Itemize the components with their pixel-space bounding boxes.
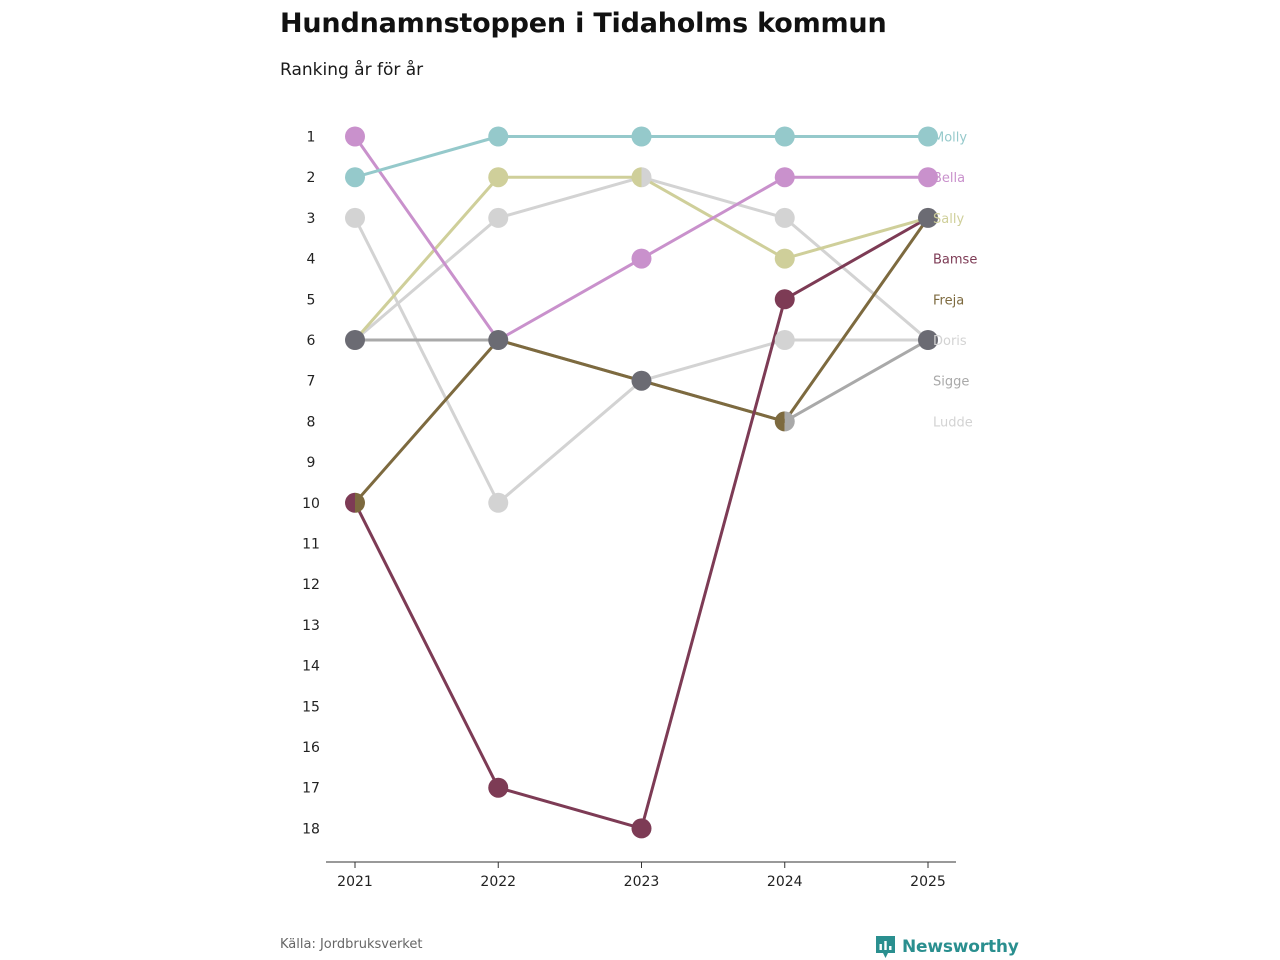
- y-tick-label: 5: [307, 292, 316, 308]
- y-tick-label: 14: [302, 659, 320, 675]
- data-point-bamse: [488, 777, 509, 798]
- data-point-bamse: [345, 492, 355, 513]
- newsworthy-logo-icon: [876, 936, 895, 958]
- y-tick-label: 11: [302, 537, 320, 553]
- x-tick-label: 2021: [337, 874, 373, 890]
- y-tick-label: 8: [307, 414, 316, 430]
- data-point-ludde-sigge-freja: [631, 370, 652, 391]
- y-tick-label: 9: [307, 455, 316, 471]
- data-point-molly: [918, 126, 938, 147]
- data-point-sigge-freja-bella: [488, 330, 509, 350]
- data-point-ludde: [774, 330, 795, 350]
- end-label-doris: Doris: [933, 334, 967, 349]
- data-point-bella: [774, 167, 795, 188]
- brand-name: Newsworthy: [902, 937, 1019, 957]
- data-point-freja: [355, 492, 365, 513]
- data-point-ludde: [488, 492, 509, 513]
- end-labels: Molly Bella Sally Bamse Freja Doris Sigge Ludde: [933, 131, 977, 431]
- end-label-ludde: Ludde: [933, 415, 973, 430]
- data-point-freja-bamse-sally: [918, 207, 938, 228]
- data-point-sally: [774, 248, 795, 269]
- end-label-molly: Molly: [933, 131, 967, 146]
- y-tick-label: 13: [302, 618, 320, 634]
- y-tick-label: 1: [307, 130, 316, 146]
- series-line-bella: [353, 135, 930, 342]
- data-point-freja: [774, 411, 785, 432]
- chart-subtitle: Ranking år för år: [280, 60, 424, 80]
- y-tick-label: 4: [307, 252, 316, 268]
- x-axis: 2021 2022 2023 2024 2025: [326, 861, 956, 890]
- series-points: [345, 126, 938, 839]
- y-tick-label: 3: [307, 211, 316, 227]
- data-point-sigge: [784, 411, 795, 432]
- data-point-sally: [631, 167, 642, 188]
- end-label-sigge: Sigge: [933, 375, 969, 390]
- end-label-sally: Sally: [933, 212, 964, 227]
- data-point-sally: [488, 167, 509, 188]
- data-point-bella: [631, 248, 652, 269]
- y-tick-label: 17: [302, 781, 320, 797]
- data-point-molly: [774, 126, 795, 147]
- data-point-doris: [641, 167, 652, 188]
- y-tick-label: 12: [302, 577, 320, 593]
- data-point-bamse: [774, 289, 795, 310]
- y-tick-label: 6: [307, 333, 316, 349]
- chart-title: Hundnamnstoppen i Tidaholms kommun: [280, 8, 887, 39]
- data-point-molly: [631, 126, 652, 147]
- data-point-doris: [774, 207, 795, 228]
- x-tick-label: 2025: [910, 874, 946, 890]
- series-lines: [353, 135, 930, 830]
- data-point-molly: [345, 167, 365, 188]
- y-tick-label: 10: [302, 496, 320, 512]
- data-point-bella: [918, 167, 938, 188]
- y-tick-label: 15: [302, 699, 320, 715]
- y-tick-label: 18: [302, 821, 320, 837]
- data-point-ludde: [345, 207, 365, 228]
- source-note: Källa: Jordbruksverket: [280, 937, 423, 952]
- x-tick-label: 2023: [624, 874, 660, 890]
- y-tick-label: 2: [307, 170, 316, 186]
- data-point-molly: [488, 126, 509, 147]
- brand-logo[interactable]: Newsworthy: [875, 935, 1019, 959]
- x-tick-label: 2022: [480, 874, 516, 890]
- data-point-bella: [345, 126, 365, 147]
- end-label-bamse: Bamse: [933, 253, 977, 268]
- data-point-ludde-doris-sigge: [918, 330, 938, 350]
- end-label-bella: Bella: [933, 171, 965, 186]
- data-point-doris-sigge-sally: [345, 330, 365, 350]
- x-tick-label: 2024: [767, 874, 803, 890]
- series-line-bamse: [353, 216, 930, 830]
- y-tick-label: 16: [302, 740, 320, 756]
- data-point-doris: [488, 207, 509, 228]
- end-label-freja: Freja: [933, 293, 964, 308]
- data-point-bamse: [631, 818, 652, 839]
- y-tick-label: 7: [307, 374, 316, 390]
